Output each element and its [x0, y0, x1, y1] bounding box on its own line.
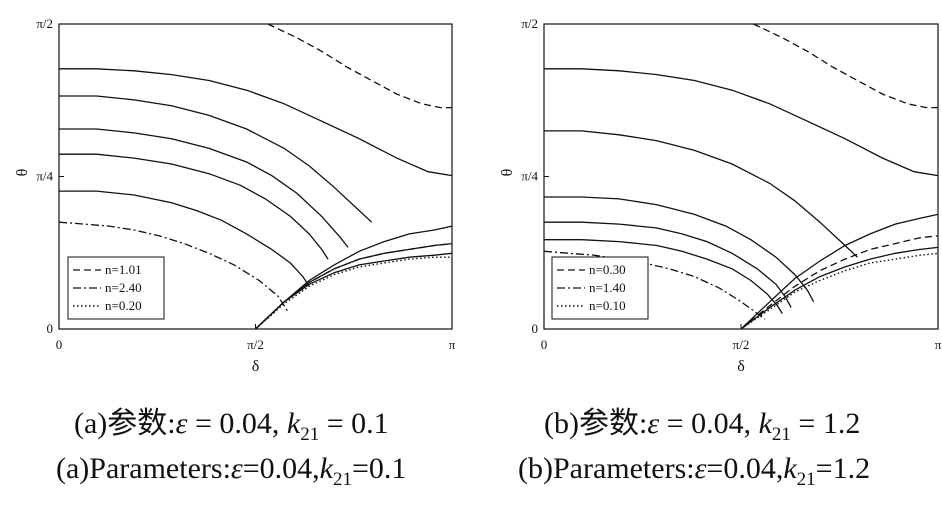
caption-b-english: (b)Parameters:ε=0.04,k21=1.2 — [518, 452, 871, 490]
y-tick-label-b-2: π/2 — [521, 16, 538, 31]
legend-a: n=1.01 n=2.40 n=0.20 — [67, 256, 165, 320]
y-tick-label-a-2: π/2 — [36, 16, 53, 31]
legend-label-a-1: n=2.40 — [105, 280, 142, 295]
x-tick-label-a-0: 0 — [56, 337, 63, 352]
y-tick-label-a-1: π/4 — [36, 169, 53, 184]
y-tick-label-b-1: π/4 — [521, 169, 538, 184]
plot-a: 0 π/2 π 0 π/4 π/2 δ θ n=1.01 n=2.40 n=0.20 — [14, 16, 456, 375]
series-line-b-3 — [544, 196, 815, 303]
legend-b: n=0.30 n=1.40 n=0.10 — [551, 256, 649, 320]
y-tick-label-a-0: 0 — [47, 321, 54, 336]
x-axis-label-a: δ — [252, 358, 260, 375]
series-line-b-2 — [544, 130, 858, 258]
y-axis-label-a: θ — [14, 169, 31, 177]
y-tick-label-b-0: 0 — [532, 321, 539, 336]
x-axis-label-b: δ — [737, 358, 745, 375]
x-tick-label-b-1: π/2 — [733, 337, 750, 352]
series-line-a-10 — [255, 252, 453, 330]
caption-a-english: (a)Parameters:ε=0.04,k21=0.1 — [56, 452, 407, 490]
series-line-a-7 — [255, 225, 453, 330]
legend-label-b-2: n=0.10 — [589, 298, 626, 313]
series-line-b-8 — [740, 235, 939, 330]
x-tick-label-a-1: π/2 — [247, 337, 264, 352]
series-line-a-11 — [255, 256, 452, 330]
legend-label-b-0: n=0.30 — [589, 262, 626, 277]
series-line-a-1 — [59, 68, 453, 177]
series-line-a-0 — [267, 23, 452, 109]
legend-label-b-1: n=1.40 — [589, 280, 626, 295]
series-line-a-2 — [59, 95, 373, 223]
series-line-b-9 — [740, 246, 939, 330]
series-line-a-4 — [59, 153, 329, 260]
x-tick-label-b-2: π — [935, 337, 942, 352]
series-line-b-7 — [740, 213, 939, 330]
series-line-b-4 — [544, 221, 792, 308]
y-axis-label-b: θ — [499, 169, 516, 177]
series-line-b-1 — [544, 68, 939, 177]
legend-label-a-0: n=1.01 — [105, 262, 142, 277]
plot-b: 0 π/2 π 0 π/4 π/2 δ θ n=0.30 n=1.40 n=0.10 — [499, 16, 942, 375]
caption-b-chinese: (b)参数:ε = 0.04, k21 = 1.2 — [544, 407, 861, 445]
caption-a-chinese: (a)参数:ε = 0.04, k21 = 0.1 — [74, 407, 389, 445]
series-line-a-3 — [59, 128, 349, 248]
series-line-b-5 — [544, 239, 783, 314]
series-line-b-6 — [543, 250, 766, 320]
x-tick-label-b-0: 0 — [541, 337, 548, 352]
legend-label-a-2: n=0.20 — [105, 298, 142, 313]
series-line-a-6 — [58, 221, 289, 312]
series-line-b-0 — [753, 23, 938, 109]
series-line-a-5 — [59, 190, 310, 287]
series-line-b-10 — [740, 252, 939, 330]
x-tick-label-a-2: π — [449, 337, 456, 352]
